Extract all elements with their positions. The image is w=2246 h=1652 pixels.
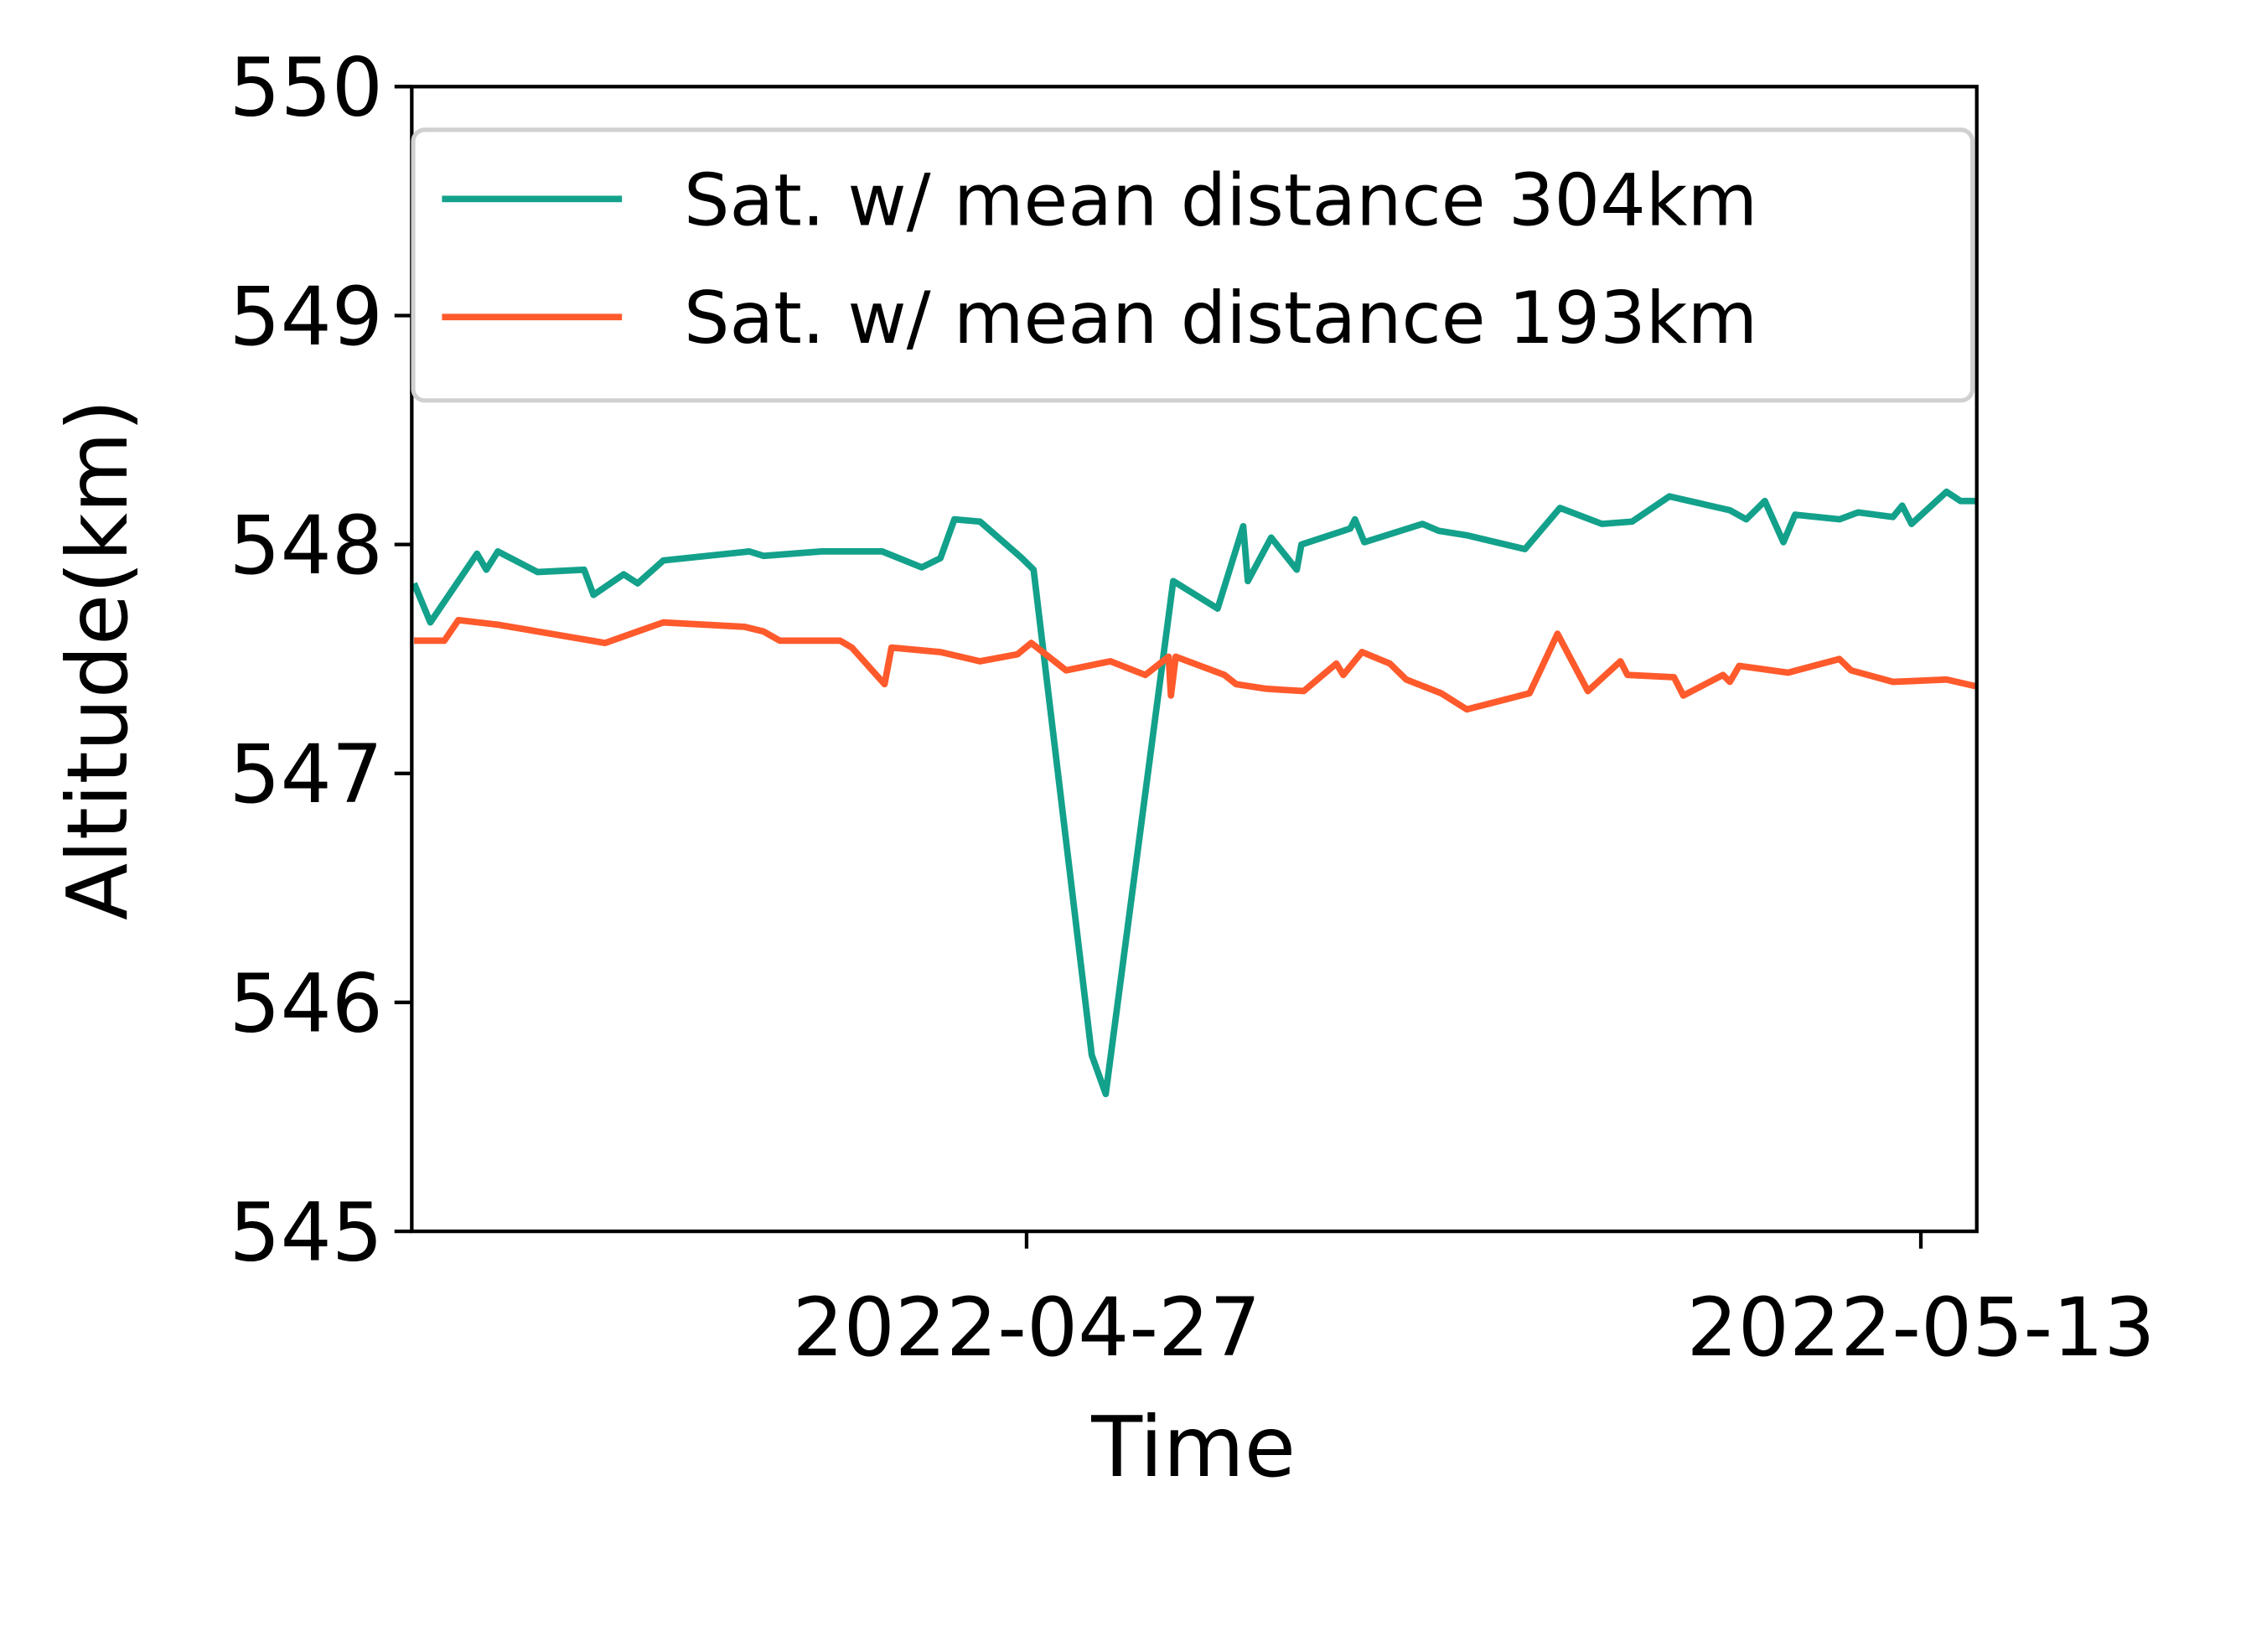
y-tick-label: 549	[229, 270, 383, 364]
data-line	[414, 616, 1977, 713]
y-tick-label: 545	[229, 1185, 383, 1279]
x-axis-label: Time	[1090, 1400, 1296, 1496]
legend-box	[411, 127, 1975, 403]
legend-label: Sat. w/ mean distance 193km	[684, 277, 1757, 360]
data-line	[411, 488, 1977, 1098]
y-tick-label: 546	[229, 956, 383, 1050]
y-tick-label: 548	[229, 499, 383, 593]
plot-frame	[410, 85, 1979, 1234]
y-tick-label: 547	[229, 728, 383, 821]
legend-label: Sat. w/ mean distance 304km	[684, 158, 1757, 242]
x-tick-label: 2022-05-13	[1687, 1281, 2155, 1375]
y-tick-label: 550	[229, 41, 383, 135]
y-axis-label: Altitude(km)	[50, 399, 147, 920]
x-tick-label: 2022-04-27	[792, 1281, 1260, 1375]
